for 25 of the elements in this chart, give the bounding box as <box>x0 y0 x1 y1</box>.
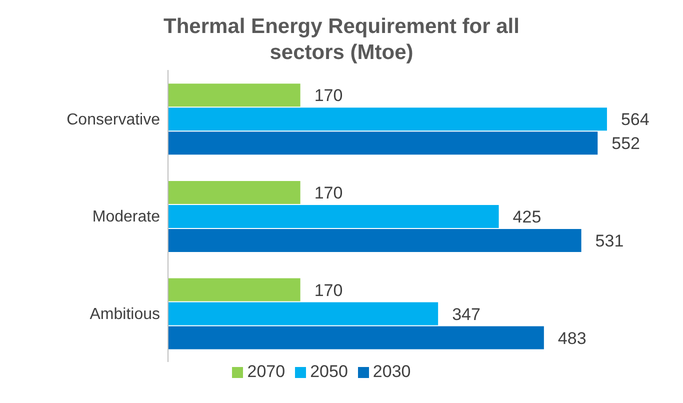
bar <box>168 228 582 252</box>
bar <box>168 108 607 131</box>
data-label: 170 <box>314 183 343 202</box>
bar <box>168 302 438 326</box>
data-label: 531 <box>595 231 624 250</box>
data-label: 170 <box>314 280 343 300</box>
data-label: 564 <box>620 110 650 130</box>
y-tick-label: Conservative <box>66 111 160 128</box>
data-label: 552 <box>612 134 640 154</box>
y-tick-label: Ambitious <box>90 306 160 324</box>
y-tick-label: Moderate <box>92 208 160 226</box>
data-label: 347 <box>452 304 480 324</box>
bar <box>168 326 544 350</box>
legend-label: 2030 <box>372 362 411 381</box>
data-label: 170 <box>314 86 343 106</box>
data-label: 483 <box>558 328 586 348</box>
bar <box>168 278 300 302</box>
bar <box>168 204 499 228</box>
bar <box>168 84 300 107</box>
bar <box>168 132 598 155</box>
legend-label: 2070 <box>247 362 286 381</box>
data-label: 425 <box>512 207 542 226</box>
legend-label: 2050 <box>310 362 348 381</box>
chart-title: Thermal Energy Requirement for all sectors (Mtoe) <box>162 14 520 66</box>
bar <box>168 180 300 204</box>
